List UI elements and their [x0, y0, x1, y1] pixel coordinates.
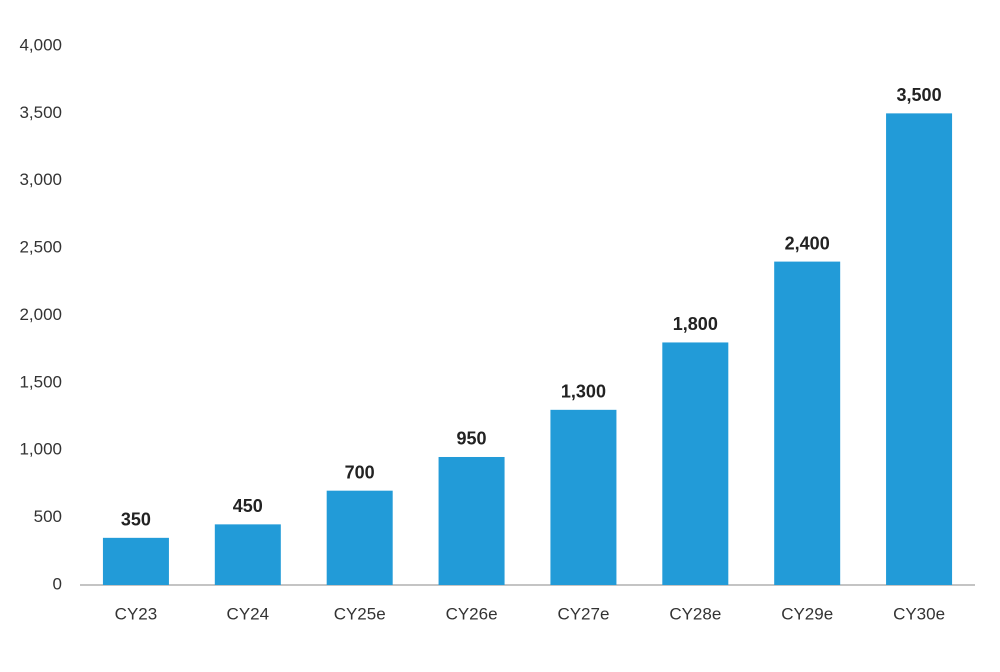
bar [886, 113, 953, 585]
value-label: 1,800 [673, 314, 718, 334]
value-label: 450 [233, 496, 263, 516]
y-tick-label: 3,000 [19, 170, 62, 189]
x-tick-label: CY28e [669, 604, 721, 623]
value-label: 350 [121, 510, 151, 530]
bar [662, 342, 729, 585]
bar [774, 261, 841, 585]
x-tick-label: CY24 [227, 604, 270, 623]
bar [326, 490, 393, 585]
bar [102, 537, 169, 585]
y-tick-label: 3,500 [19, 103, 62, 122]
x-tick-label: CY30e [893, 604, 945, 623]
x-tick-label: CY26e [446, 604, 498, 623]
value-label: 3,500 [897, 85, 942, 105]
y-tick-label: 1,000 [19, 440, 62, 459]
y-tick-label: 500 [34, 507, 62, 526]
x-tick-label: CY25e [334, 604, 386, 623]
value-label: 950 [457, 429, 487, 449]
y-tick-label: 1,500 [19, 372, 62, 391]
y-tick-label: 4,000 [19, 35, 62, 54]
x-tick-label: CY23 [115, 604, 158, 623]
value-label: 1,300 [561, 382, 606, 402]
bar [214, 524, 281, 585]
x-tick-label: CY27e [557, 604, 609, 623]
value-label: 700 [345, 462, 375, 482]
value-label: 2,400 [785, 233, 830, 253]
y-tick-label: 2,000 [19, 305, 62, 324]
bar [550, 409, 617, 585]
y-tick-label: 0 [53, 574, 62, 593]
y-tick-label: 2,500 [19, 238, 62, 257]
x-tick-label: CY29e [781, 604, 833, 623]
bar [438, 456, 505, 585]
